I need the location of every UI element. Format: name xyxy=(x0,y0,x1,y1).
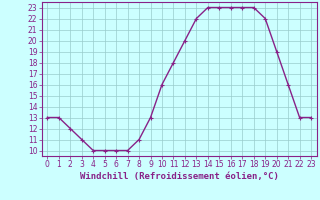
X-axis label: Windchill (Refroidissement éolien,°C): Windchill (Refroidissement éolien,°C) xyxy=(80,172,279,181)
